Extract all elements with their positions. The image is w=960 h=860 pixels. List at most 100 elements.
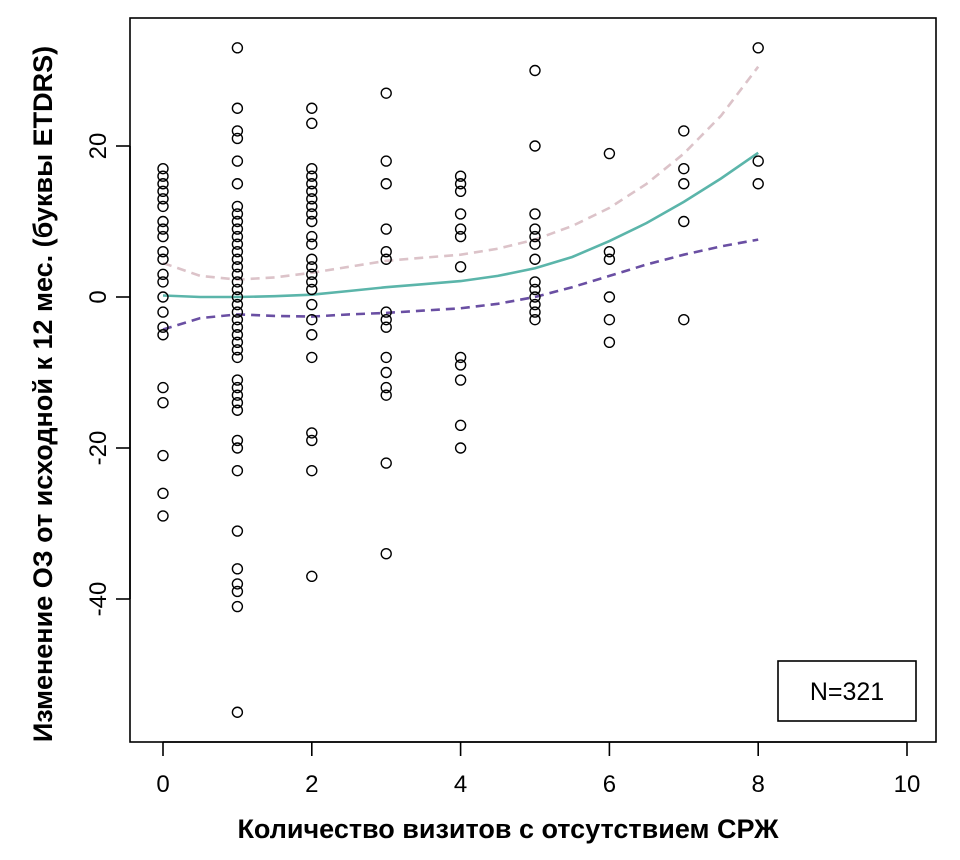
data-point xyxy=(380,178,392,190)
data-point xyxy=(231,434,244,447)
data-point xyxy=(306,200,318,213)
data-point xyxy=(603,253,616,265)
data-point xyxy=(157,449,169,462)
data-point xyxy=(752,155,764,167)
data-point xyxy=(529,64,541,77)
data-point xyxy=(306,351,318,364)
data-point xyxy=(231,464,244,477)
data-point xyxy=(157,306,169,318)
data-point xyxy=(157,193,169,205)
data-point xyxy=(231,42,244,54)
data-point xyxy=(603,147,616,160)
data-point xyxy=(231,404,244,416)
data-point xyxy=(231,298,244,311)
data-point xyxy=(454,208,467,220)
plot-frame xyxy=(129,17,937,743)
n-legend-text: N=321 xyxy=(810,678,884,706)
data-point xyxy=(157,230,169,243)
data-point xyxy=(157,200,169,213)
x-axis: 0 2 4 6 8 10 xyxy=(156,741,921,798)
data-point xyxy=(231,563,244,575)
data-point xyxy=(231,344,244,356)
data-point xyxy=(454,178,467,190)
data-point xyxy=(306,230,318,243)
data-point xyxy=(306,178,318,190)
x-tick-label: 4 xyxy=(454,771,467,798)
y-axis: -40 -20 0 20 xyxy=(85,133,131,616)
data-point xyxy=(231,313,244,326)
data-point xyxy=(529,313,541,326)
data-point xyxy=(231,442,244,454)
data-point xyxy=(454,185,467,198)
data-point xyxy=(454,230,467,243)
data-point xyxy=(231,306,244,318)
data-point xyxy=(231,600,244,613)
data-point xyxy=(231,283,244,296)
data-point xyxy=(157,245,169,258)
data-point xyxy=(454,442,467,454)
n-legend-box: N=321 xyxy=(777,660,917,722)
data-point xyxy=(157,268,169,281)
data-point xyxy=(231,125,244,137)
data-point xyxy=(231,706,244,718)
data-point xyxy=(306,427,318,439)
data-point xyxy=(231,178,244,190)
data-point xyxy=(231,351,244,364)
data-point xyxy=(306,253,318,265)
data-point xyxy=(231,215,244,228)
data-point xyxy=(678,178,690,190)
data-point xyxy=(157,487,169,499)
data-point xyxy=(306,102,318,114)
data-point xyxy=(231,245,244,258)
data-point xyxy=(306,193,318,205)
y-tick-label: 0 xyxy=(85,290,112,303)
data-point xyxy=(231,374,244,386)
data-point xyxy=(231,389,244,401)
data-point xyxy=(231,102,244,114)
data-point xyxy=(380,389,392,401)
data-point xyxy=(157,397,169,409)
data-point xyxy=(231,381,244,394)
data-point xyxy=(380,223,392,235)
data-point xyxy=(380,306,392,318)
data-point xyxy=(306,162,318,175)
fit-line-upper xyxy=(162,65,760,281)
data-point xyxy=(231,291,244,303)
data-point xyxy=(231,238,244,250)
data-point xyxy=(306,238,318,250)
data-point xyxy=(231,200,244,213)
data-point xyxy=(306,117,318,130)
fit-line-fit xyxy=(162,151,759,299)
data-point xyxy=(157,510,169,522)
data-point xyxy=(306,283,318,296)
x-tick-label: 6 xyxy=(603,771,616,798)
data-point xyxy=(380,381,392,394)
data-point xyxy=(454,351,467,364)
y-tick-label: 20 xyxy=(85,133,112,160)
data-point xyxy=(231,525,244,537)
data-point xyxy=(306,298,318,311)
data-point xyxy=(157,185,169,198)
data-point xyxy=(231,230,244,243)
data-point xyxy=(454,223,467,235)
data-point xyxy=(529,276,541,288)
data-point xyxy=(529,230,541,243)
data-point xyxy=(306,170,318,182)
data-point xyxy=(231,276,244,288)
data-point xyxy=(380,457,392,469)
data-point xyxy=(752,42,764,54)
data-point xyxy=(529,208,541,220)
x-tick-label: 10 xyxy=(894,771,921,798)
data-point xyxy=(157,178,169,190)
data-point xyxy=(380,351,392,364)
data-point xyxy=(678,125,690,137)
data-point xyxy=(380,253,392,265)
data-point xyxy=(678,162,690,175)
data-point xyxy=(603,336,616,348)
data-point xyxy=(454,170,467,182)
data-point xyxy=(157,321,169,333)
data-points xyxy=(157,42,764,718)
data-point xyxy=(306,570,318,583)
x-tick-label: 0 xyxy=(156,771,169,798)
